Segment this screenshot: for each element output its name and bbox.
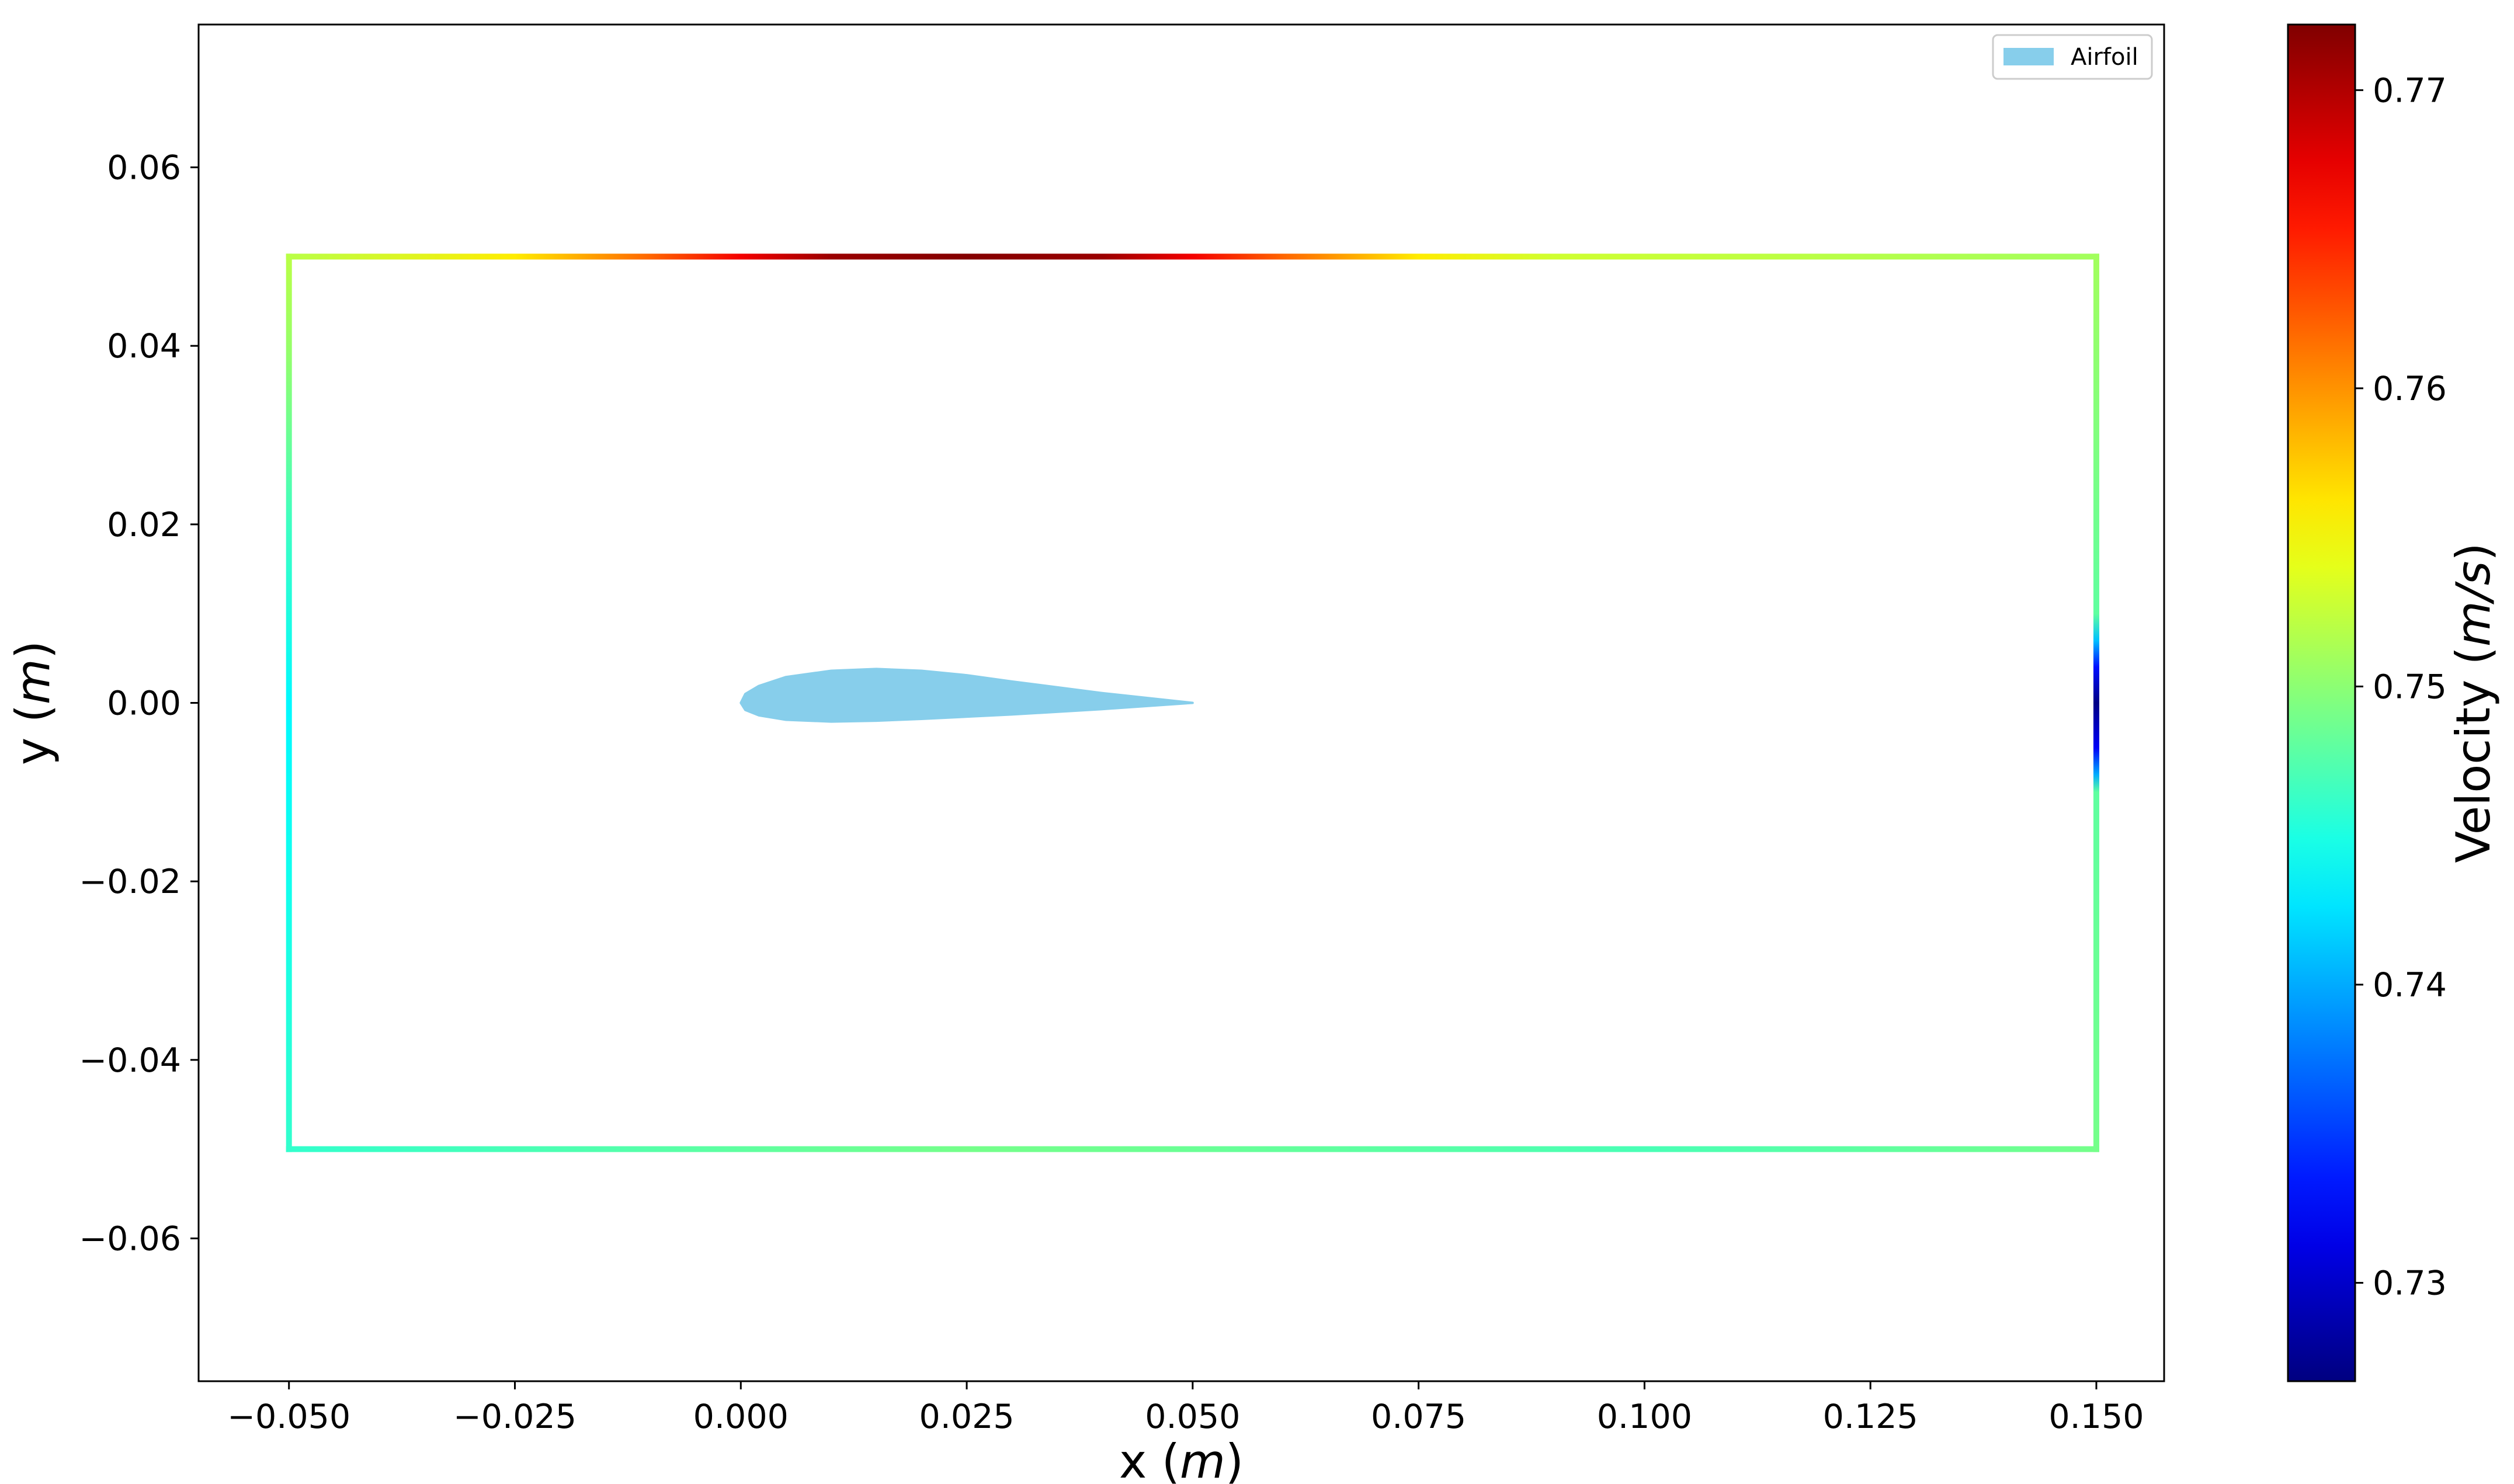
- colorbar-tick-label: 0.73: [2373, 1264, 2447, 1303]
- legend-label: Airfoil: [2071, 44, 2138, 71]
- plot-area: [197, 23, 2165, 1382]
- colorbar-tick-label: 0.76: [2373, 370, 2447, 408]
- x-tick-label: 0.050: [1145, 1398, 1240, 1436]
- x-tick-label: 0.025: [919, 1398, 1014, 1436]
- x-axis: −0.050 −0.025 0.000 0.025 0.050 0.075 0.100 0.1…: [227, 1381, 2144, 1436]
- airfoil-shape: [739, 668, 1194, 723]
- legend: Airfoil: [1992, 34, 2153, 80]
- y-tick-label: −0.06: [79, 1219, 181, 1258]
- y-tick-label: 0.00: [107, 684, 181, 723]
- colorbar-tick-label: 0.75: [2373, 668, 2447, 706]
- x-tick-label: 0.150: [2048, 1398, 2144, 1436]
- colorbar-tick-label: 0.74: [2373, 966, 2447, 1005]
- x-tick-label: −0.050: [227, 1398, 350, 1436]
- x-tick-label: 0.000: [693, 1398, 789, 1436]
- x-tick-label: −0.025: [453, 1398, 577, 1436]
- y-axis-label: y (m): [6, 641, 60, 765]
- colorbar: 0.73 0.74 0.75 0.76 0.77 Velocity (m/s): [2287, 23, 2501, 1382]
- x-tick-label: 0.100: [1597, 1398, 1692, 1436]
- x-tick-label: 0.125: [1823, 1398, 1918, 1436]
- legend-swatch: [2003, 48, 2054, 65]
- y-tick-label: 0.06: [107, 149, 181, 187]
- x-axis-label: x (m): [1119, 1434, 1244, 1484]
- y-tick-label: 0.02: [107, 506, 181, 544]
- y-tick-label: 0.04: [107, 327, 181, 366]
- colorbar-gradient: [2287, 23, 2356, 1382]
- colorbar-label: Velocity (m/s): [2446, 543, 2501, 863]
- x-tick-label: 0.075: [1371, 1398, 1466, 1436]
- y-axis: 0.06 0.04 0.02 0.00 −0.02 −0.04 −0.06: [79, 149, 199, 1258]
- y-tick-label: −0.04: [79, 1041, 181, 1080]
- legend-frame: [1992, 34, 2153, 80]
- y-tick-label: −0.02: [79, 863, 181, 901]
- colorbar-tick-label: 0.77: [2373, 71, 2447, 110]
